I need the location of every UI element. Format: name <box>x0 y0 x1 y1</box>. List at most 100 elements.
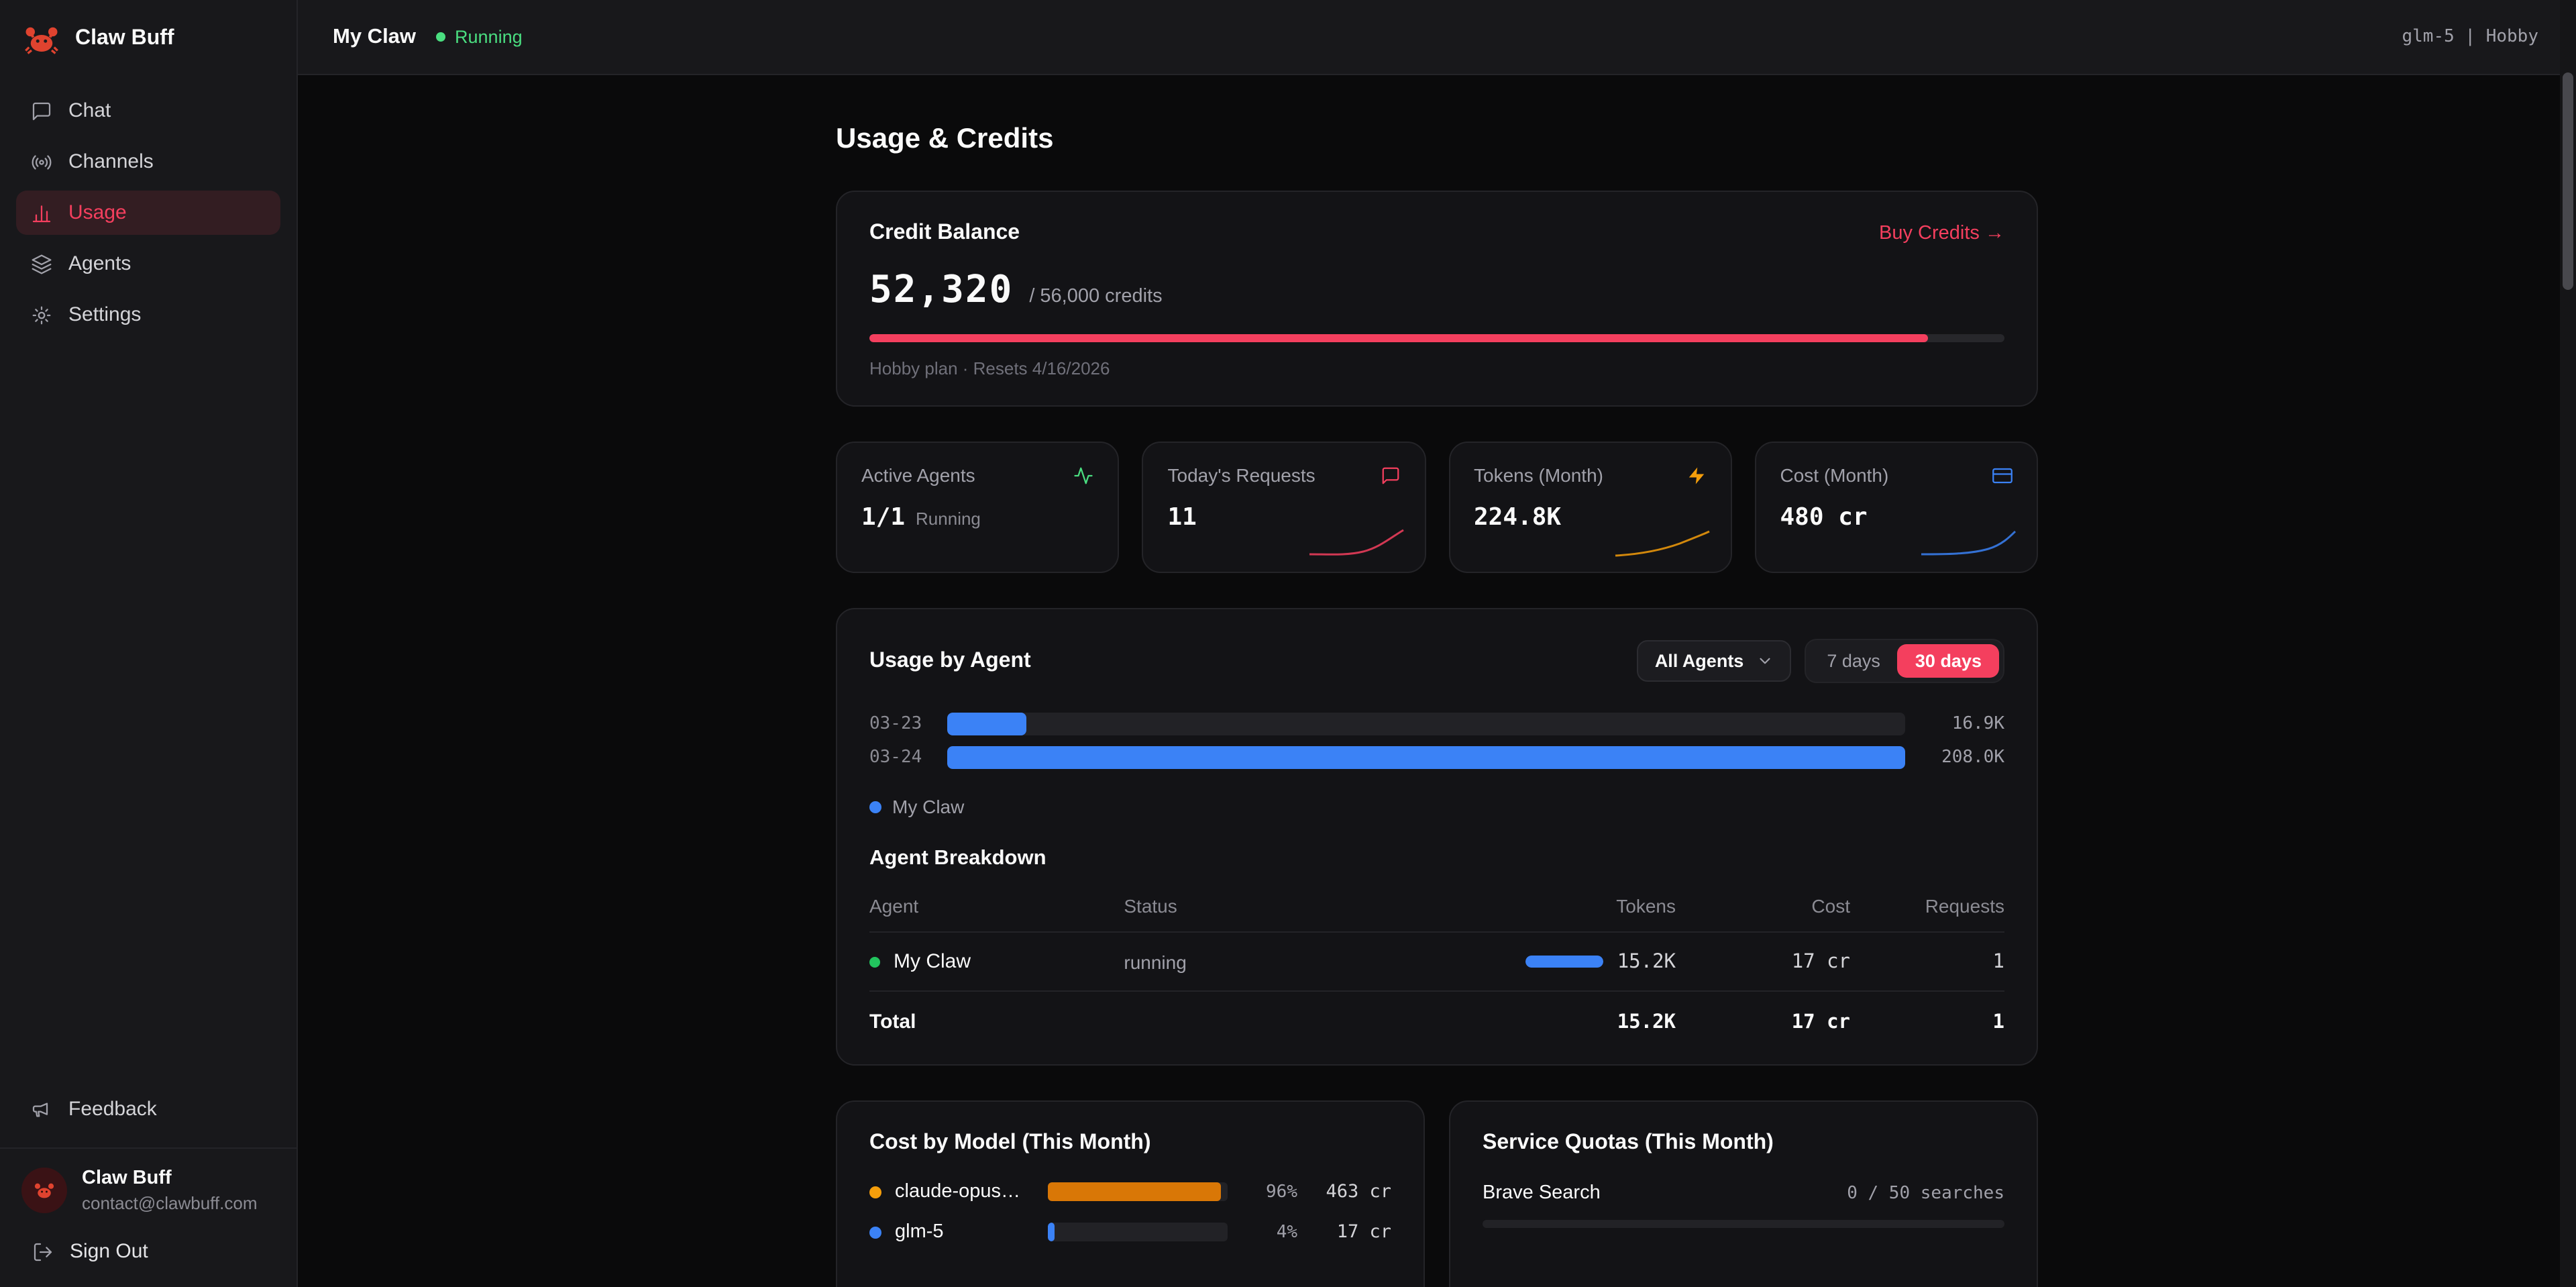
agent-title: My Claw <box>333 25 417 48</box>
model-dot <box>869 1186 881 1198</box>
sidebar-item-label: Chat <box>68 99 111 122</box>
bar-date: 03-24 <box>869 748 922 768</box>
range-7-days-button[interactable]: 7 days <box>1827 651 1880 671</box>
range-30-days-button[interactable]: 30 days <box>1897 644 1999 678</box>
feedback-button[interactable]: Feedback <box>16 1087 280 1131</box>
quota-usage: 0 / 50 searches <box>1847 1183 2004 1203</box>
model-row: claude-opus… 96% 463 cr <box>869 1181 1391 1202</box>
bar-track <box>947 746 1905 769</box>
page-title: Usage & Credits <box>836 123 1054 154</box>
usage-title: Usage by Agent <box>869 649 1031 672</box>
col-tokens: Tokens <box>1616 895 1676 917</box>
user-profile[interactable]: Claw Buff contact@clawbuff.com <box>0 1147 297 1229</box>
cost-sparkline <box>1921 530 2017 556</box>
total-label: Total <box>869 1011 916 1033</box>
model-percent: 4% <box>1276 1222 1297 1242</box>
topbar-left: My Claw Running <box>333 25 523 49</box>
brand: Claw Buff <box>0 0 297 75</box>
scrollbar-thumb[interactable] <box>2563 72 2573 290</box>
sidebar-item-channels[interactable]: Channels <box>16 140 280 184</box>
megaphone-icon <box>32 1102 48 1117</box>
requests-sparkline <box>1308 529 1403 556</box>
chart-legend: My Claw <box>869 796 2004 817</box>
credit-balance-card: Credit Balance Buy Credits → 52,320 / 56… <box>836 191 2038 407</box>
stat-card-cost: Cost (Month) 480 cr <box>1754 442 2038 573</box>
legend-label: My Claw <box>892 796 965 817</box>
stat-card-active-agents: Active Agents 1/1 Running <box>836 442 1120 573</box>
sidebar-item-agents[interactable]: Agents <box>16 242 280 286</box>
agent-status-dot <box>869 956 880 967</box>
table-total-row: Total 15.2K 17 cr 1 <box>869 992 2004 1037</box>
sidebar-item-settings[interactable]: Settings <box>16 293 280 337</box>
stat-card-tokens: Tokens (Month) 224.8K <box>1448 442 1732 573</box>
model-name: glm-5 <box>895 1221 944 1243</box>
daily-usage-chart: 03-23 16.9K 03-24 208.0K <box>869 713 2004 769</box>
bar-chart-icon <box>32 205 51 222</box>
avatar <box>21 1168 67 1213</box>
chevron-down-icon <box>1759 658 1770 664</box>
topbar: My Claw Running glm-5 | Hobby <box>298 0 2576 75</box>
crab-logo-icon <box>25 27 58 54</box>
sidebar: Claw Buff Chat Channels Usage Agents Set… <box>0 0 298 1287</box>
quota-name: Brave Search <box>1483 1182 1601 1204</box>
sidebar-item-usage[interactable]: Usage <box>16 191 280 235</box>
log-out-icon <box>34 1242 52 1261</box>
bottom-cards: Cost by Model (This Month) claude-opus… … <box>836 1100 2038 1287</box>
activity-icon <box>1074 466 1093 484</box>
sidebar-item-label: Agents <box>68 252 131 275</box>
bolt-icon <box>1688 466 1704 484</box>
agent-name: My Claw <box>894 950 971 973</box>
model-bar-fill <box>1048 1223 1055 1241</box>
stat-suffix: Running <box>916 509 981 529</box>
credit-progress-track <box>869 334 2004 342</box>
model-bar-fill <box>1048 1182 1221 1201</box>
sidebar-bottom: Feedback Claw Buff contact@clawbuff.com <box>0 1087 297 1287</box>
quota-progress-track <box>1483 1220 2004 1228</box>
status-dot <box>436 32 446 42</box>
tokens-cell: 15.2K <box>1421 951 1676 972</box>
layers-icon <box>32 254 52 274</box>
buy-credits-link[interactable]: Buy Credits → <box>1879 223 2004 244</box>
sidebar-item-label: Settings <box>68 303 142 326</box>
sign-out-button[interactable]: Sign Out <box>0 1229 297 1287</box>
sidebar-item-chat[interactable]: Chat <box>16 89 280 133</box>
sign-out-label: Sign Out <box>70 1240 148 1263</box>
stat-value: 480 cr <box>1780 503 1868 531</box>
total-requests: 1 <box>1992 1011 2004 1033</box>
stat-label: Today's Requests <box>1167 464 1316 486</box>
main-area: My Claw Running glm-5 | Hobby Usage & Cr… <box>298 0 2576 1287</box>
model-name: claude-opus… <box>895 1181 1020 1202</box>
stat-cards: Active Agents 1/1 Running Today's Reques… <box>836 442 2038 573</box>
agent-filter-value: All Agents <box>1654 651 1744 671</box>
credit-balance-value: 52,320 <box>869 267 1014 311</box>
usage-bar-row: 03-23 16.9K <box>869 713 2004 735</box>
usage-controls: All Agents 7 days 30 days <box>1637 639 2004 683</box>
credit-progress-fill <box>869 334 1929 342</box>
plan-reset-caption: Hobby plan · Resets 4/16/2026 <box>869 358 1110 378</box>
bar-track <box>947 713 1905 735</box>
sidebar-item-label: Channels <box>68 150 154 173</box>
plan-badge: glm-5 | Hobby <box>2402 27 2539 47</box>
credit-balance-title: Credit Balance <box>869 221 1020 244</box>
requests-value: 1 <box>1992 951 2004 972</box>
credit-card-icon <box>1992 467 2012 483</box>
model-cost: 17 cr <box>1336 1221 1391 1243</box>
col-status: Status <box>1124 895 1177 917</box>
stat-label: Cost (Month) <box>1780 464 1889 486</box>
agent-filter-select[interactable]: All Agents <box>1637 640 1791 682</box>
tokens-minibar-track <box>1525 956 1604 968</box>
scrollbar-track[interactable] <box>2560 0 2576 1287</box>
page-content: Usage & Credits Credit Balance Buy Credi… <box>298 75 2576 1287</box>
profile-email: contact@clawbuff.com <box>82 1193 258 1213</box>
profile-name: Claw Buff <box>82 1168 172 1189</box>
tokens-sparkline <box>1615 530 1710 557</box>
sidebar-nav: Chat Channels Usage Agents Settings <box>0 75 297 350</box>
col-agent: Agent <box>869 895 919 917</box>
service-quotas-title: Service Quotas (This Month) <box>1483 1131 1774 1154</box>
total-cost: 17 cr <box>1791 1011 1850 1033</box>
chat-bubble-icon <box>1381 466 1399 484</box>
broadcast-icon <box>32 154 52 169</box>
tokens-value: 15.2K <box>1617 951 1676 972</box>
stat-card-requests: Today's Requests 11 <box>1142 442 1426 573</box>
